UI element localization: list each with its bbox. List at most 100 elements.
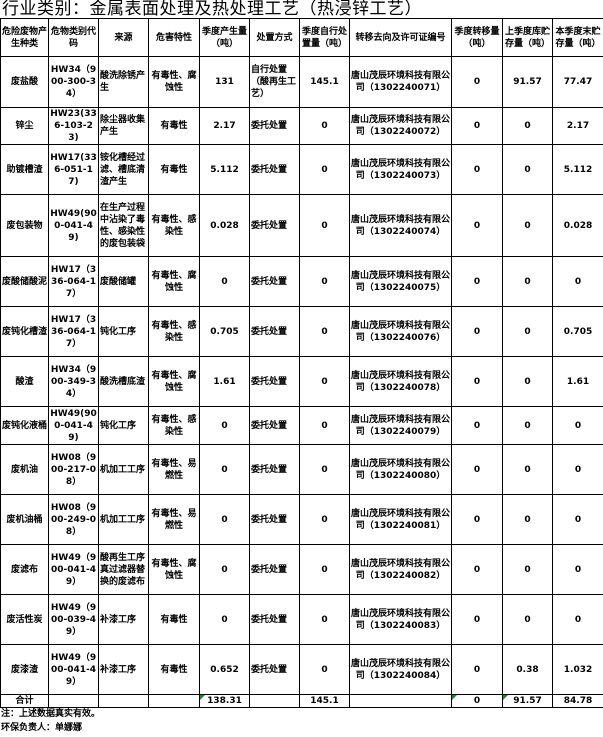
header-cell: 危险废物产生种类 xyxy=(0,18,49,57)
table-row: 废滤布 HW49（900-041-49） 酸再生工序真过滤器替换的废滤布 有毒性、腐蚀… xyxy=(0,544,603,595)
cell-end-stock: 1.61 xyxy=(552,356,603,407)
page-title: 行业类别：金属表面处理及热处理工艺（热浸锌工艺） xyxy=(2,0,422,19)
cell-destination: 唐山茂辰环境科技有限公司（1302240081） xyxy=(349,494,452,545)
cell-destination: 唐山茂辰环境科技有限公司（1302240080） xyxy=(349,444,452,495)
cell-transferred: 0 xyxy=(451,144,503,195)
cell-destination: 唐山茂辰环境科技有限公司（1302240076） xyxy=(349,306,452,357)
cell-source: 补漆工序 xyxy=(98,594,149,645)
cell-code: HW34（900-300-34） xyxy=(48,56,99,108)
cell-type: 废滤布 xyxy=(0,544,49,595)
cell-end-stock: 5.112 xyxy=(552,144,603,195)
header-cell: 本季度末贮存量（吨） xyxy=(552,18,603,57)
cell-transferred: 0 xyxy=(451,306,503,357)
note-text: 注：上述数据真实有效。 xyxy=(1,709,101,719)
cell-destination: 唐山茂辰环境科技有限公司（1302240072） xyxy=(349,107,452,145)
cell-hazard: 有毒性、腐蚀性 xyxy=(148,544,200,595)
total-produced: 138.31 xyxy=(199,694,250,708)
cell-prev-stock: 0 xyxy=(502,107,553,145)
cell-hazard: 有毒性 xyxy=(148,107,200,145)
cell-end-stock: 0 xyxy=(552,256,603,307)
cell-hazard: 有毒性、易燃性 xyxy=(148,494,200,545)
cell-end-stock: 77.47 xyxy=(552,56,603,108)
cell-produced: 0.028 xyxy=(199,194,250,257)
total-transferred: 0 xyxy=(451,694,503,708)
cell-end-stock: 0.028 xyxy=(552,194,603,257)
cell-type: 废盐酸 xyxy=(0,56,49,108)
cell-code: HW49（900-041-49） xyxy=(48,644,99,695)
cell-type: 酸渣 xyxy=(0,356,49,407)
cell-self-disposed: 0 xyxy=(299,444,350,495)
cell-self-disposed: 145.1 xyxy=(299,56,350,108)
cell-transferred: 0 xyxy=(451,194,503,257)
table-row: 废活性炭 HW49（900-039-49） 补漆工序 有毒性 0 委托处置 0 唐山茂辰环境科… xyxy=(0,594,603,645)
cell-code: HW49(900-041-49) xyxy=(48,194,99,257)
cell-hazard: 有毒性、腐蚀性 xyxy=(148,356,200,407)
cell-source: 铵化槽经过滤、槽底清渣产生 xyxy=(98,144,149,195)
cell-source: 酸洗槽底渣 xyxy=(98,356,149,407)
cell-transferred: 0 xyxy=(451,56,503,108)
cell-produced: 0 xyxy=(199,256,250,307)
cell-source: 机加工工序 xyxy=(98,444,149,495)
cell-method: 委托处置 xyxy=(249,256,300,307)
cell-source: 酸洗除锈产生 xyxy=(98,56,149,108)
cell-destination: 唐山茂辰环境科技有限公司（1302240083） xyxy=(349,594,452,645)
cell-method: 委托处置 xyxy=(249,194,300,257)
cell-method: 委托处置 xyxy=(249,406,300,445)
total-label: 合计 xyxy=(0,694,49,708)
total-self-disposed: 145.1 xyxy=(299,694,350,708)
cell-prev-stock: 0 xyxy=(502,544,553,595)
cell-transferred: 0 xyxy=(451,644,503,695)
cell-end-stock: 1.032 xyxy=(552,644,603,695)
table-row: 废包装物 HW49(900-041-49) 在生产过程中沾染了毒性、感染性的废包装袋… xyxy=(0,194,603,257)
table-row: 废酸储酸泥 HW17（336-064-17） 废酸储罐 有毒性、腐蚀性 0 委托处置 0 唐山… xyxy=(0,256,603,307)
cell-hazard: 有毒性 xyxy=(148,144,200,195)
cell-end-stock: 0 xyxy=(552,444,603,495)
cell-prev-stock: 91.57 xyxy=(502,56,553,108)
cell-destination: 唐山茂辰环境科技有限公司（1302240082） xyxy=(349,544,452,595)
table-row: 酸渣 HW34（900-349-34） 酸洗槽底渣 有毒性、腐蚀性 1.61 委托处置 0 唐… xyxy=(0,356,603,407)
cell-type: 助镀槽渣 xyxy=(0,144,49,195)
cell-method: 委托处置 xyxy=(249,594,300,645)
table-row: 废机油 HW08（900-217-08） 机加工工序 有毒性、易燃性 0 委托处置 0 唐山茂… xyxy=(0,444,603,495)
cell-hazard: 有毒性 xyxy=(148,594,200,645)
cell-code: HW49（900-039-49） xyxy=(48,594,99,645)
cell-type: 废包装物 xyxy=(0,194,49,257)
cell-destination: 唐山茂辰环境科技有限公司（1302240075） xyxy=(349,256,452,307)
cell-self-disposed: 0 xyxy=(299,594,350,645)
cell-method: 委托处置 xyxy=(249,356,300,407)
cell-transferred: 0 xyxy=(451,406,503,445)
cell-type: 废酸储酸泥 xyxy=(0,256,49,307)
cell-self-disposed: 0 xyxy=(299,644,350,695)
header-cell: 季度转移量（吨） xyxy=(451,18,503,57)
cell-self-disposed: 0 xyxy=(299,144,350,195)
cell-method: 委托处置 xyxy=(249,144,300,195)
cell-transferred: 0 xyxy=(451,356,503,407)
cell-method: 委托处置 xyxy=(249,306,300,357)
cell-code: HW17(336-051-17) xyxy=(48,144,99,195)
total-empty-cell xyxy=(48,694,99,708)
cell-produced: 0 xyxy=(199,544,250,595)
cell-hazard: 有毒性、感染性 xyxy=(148,194,200,257)
cell-prev-stock: 0 xyxy=(502,594,553,645)
cell-prev-stock: 0 xyxy=(502,306,553,357)
cell-self-disposed: 0 xyxy=(299,107,350,145)
total-empty-cell xyxy=(249,694,300,708)
cell-self-disposed: 0 xyxy=(299,494,350,545)
cell-hazard: 有毒性、腐蚀性 xyxy=(148,256,200,307)
cell-destination: 唐山茂辰环境科技有限公司（1302240071） xyxy=(349,56,452,108)
total-empty-cell xyxy=(98,694,149,708)
cell-code: HW49(900-041-49) xyxy=(48,406,99,445)
header-cell: 危害特性 xyxy=(148,18,200,57)
table-row: 废盐酸 HW34（900-300-34） 酸洗除锈产生 有毒性、腐蚀性 131 自行处置（… xyxy=(0,56,603,108)
cell-end-stock: 2.17 xyxy=(552,107,603,145)
cell-source: 除尘器收集产生 xyxy=(98,107,149,145)
total-row: 合计 138.31 145.1 0 91.57 84.78 xyxy=(0,694,603,708)
total-prev-stock: 91.57 xyxy=(502,694,553,708)
cell-type: 废漆渣 xyxy=(0,644,49,695)
cell-source: 机加工工序 xyxy=(98,494,149,545)
cell-method: 自行处置（酸再生工艺） xyxy=(249,56,300,108)
cell-method: 委托处置 xyxy=(249,107,300,145)
cell-code: HW17（336-064-17） xyxy=(48,306,99,357)
cell-code: HW49（900-041-49） xyxy=(48,544,99,595)
cell-end-stock: 0.705 xyxy=(552,306,603,357)
